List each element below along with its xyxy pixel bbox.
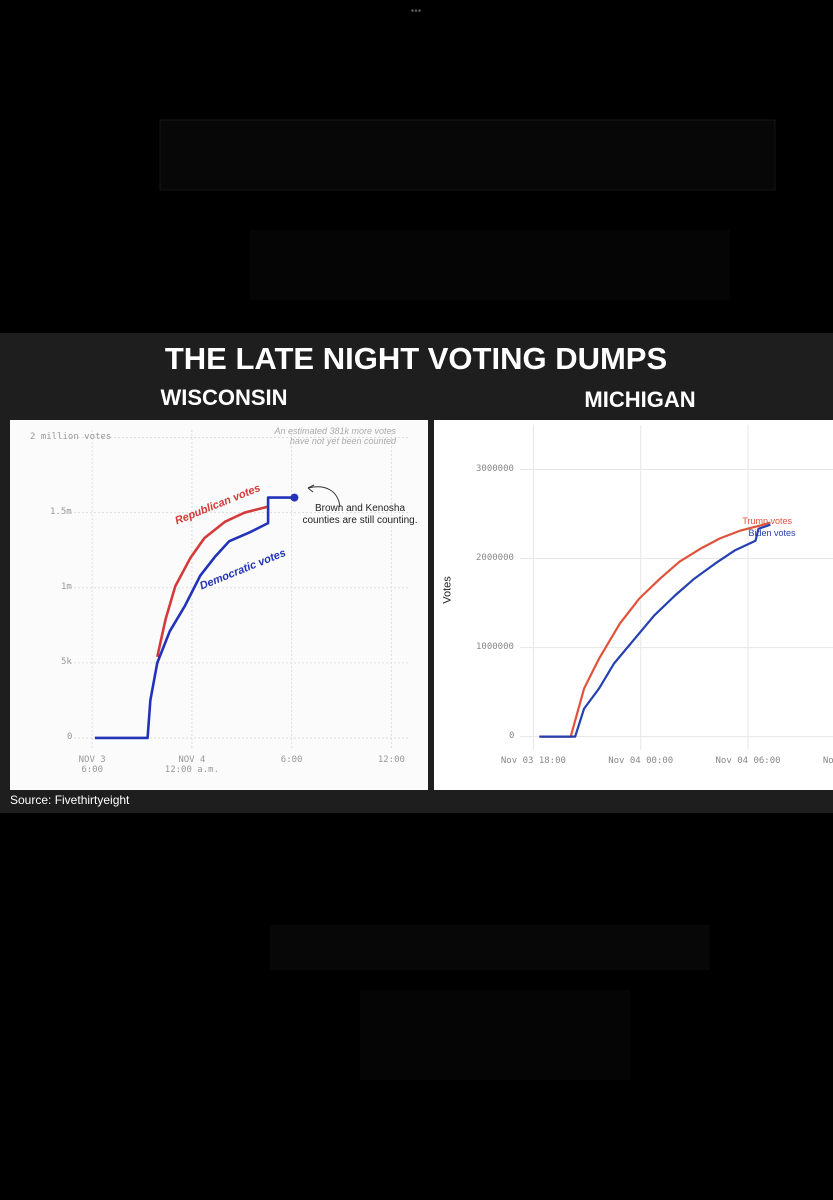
y-tick-label: 1m xyxy=(61,581,72,592)
y-tick-label: 5k xyxy=(61,656,72,667)
arrow-head xyxy=(307,484,315,493)
annotation: Brown and Kenosha counties are still cou… xyxy=(302,503,418,526)
y-axis-label: Votes xyxy=(441,576,454,604)
blurred-footer-text xyxy=(360,990,630,1080)
x-tick-label: NOV 4 12:00 a.m. xyxy=(164,755,219,776)
series-label: Biden votes xyxy=(748,527,796,538)
y-tick-label: 0 xyxy=(67,731,73,742)
x-tick-label: NOV 3 6:00 xyxy=(78,755,106,776)
x-tick-label: Nov 04 06:00 xyxy=(715,756,781,766)
blurred-block xyxy=(250,230,730,300)
x-tick-label: Nov 04 12:00 xyxy=(822,756,833,766)
series-label: Trump votes xyxy=(742,516,792,526)
chart-title: MICHIGAN xyxy=(584,387,696,412)
chart-title: WISCONSIN xyxy=(160,385,288,410)
x-tick-label: Nov 03 18:00 xyxy=(500,756,566,766)
line xyxy=(539,523,771,738)
y-tick-label: 3000000 xyxy=(476,463,514,474)
x-tick-label: 12:00 xyxy=(377,755,405,765)
menu-dots: ••• xyxy=(411,6,422,17)
x-tick-label: Nov 04 00:00 xyxy=(608,756,674,766)
line xyxy=(156,505,269,658)
y-tick-label: 2000000 xyxy=(476,552,514,563)
x-tick-label: 6:00 xyxy=(280,755,303,765)
annotation-arrow xyxy=(307,486,341,508)
y-tick-label: 2 million votes xyxy=(30,431,112,442)
line xyxy=(539,521,771,738)
y-tick-label: 0 xyxy=(509,730,515,741)
line xyxy=(94,496,295,740)
y-tick-label: 1.5m xyxy=(50,506,72,517)
wisconsin-panel xyxy=(10,420,428,790)
blurred-header xyxy=(159,119,776,191)
source: Source: Fivethirtyeight xyxy=(10,793,130,807)
page-title: THE LATE NIGHT VOTING DUMPS xyxy=(164,341,668,376)
end-marker xyxy=(290,493,299,502)
y-tick-label: 1000000 xyxy=(476,641,514,652)
annotation: An estimated 381k more votes have not ye… xyxy=(274,426,396,447)
blurred-footer xyxy=(270,925,710,970)
